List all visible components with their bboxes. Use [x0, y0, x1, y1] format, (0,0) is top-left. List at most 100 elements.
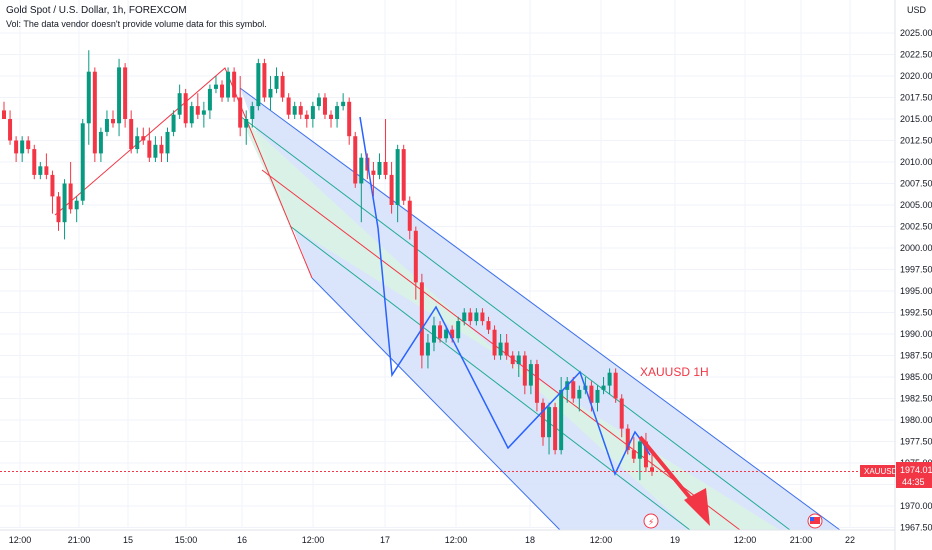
flag-icon[interactable]	[807, 513, 823, 529]
candle-body	[595, 389, 600, 403]
candle-body	[401, 149, 406, 201]
time-tick-label: 15	[123, 535, 133, 545]
candle-body	[213, 84, 218, 89]
time-axis[interactable]: 12:00 21:00 15 15:00 16 12:00 17 12:00 18 12:00 19…	[0, 529, 895, 545]
price-tick-label: 1997.50	[900, 265, 932, 275]
time-tick-label: 19	[670, 535, 680, 545]
time-tick-label: 21:00	[68, 535, 91, 545]
candle-body	[643, 441, 648, 468]
price-tick-label: 2017.50	[900, 93, 932, 103]
candle-body	[377, 162, 382, 175]
price-tick-label: 2025.00	[900, 28, 932, 38]
time-tick-label: 16	[237, 535, 247, 545]
candle-body	[444, 329, 449, 339]
candle-body	[516, 355, 521, 365]
candle-body	[329, 114, 334, 119]
candle-body	[2, 110, 6, 119]
candle-body	[462, 312, 467, 322]
candle-body	[419, 282, 424, 356]
candles	[2, 50, 654, 481]
candle-body	[135, 136, 140, 150]
candle-body	[98, 131, 103, 154]
time-tick-label: 18	[525, 535, 535, 545]
price-tag: XAUUSD 1974.01 44:35	[860, 462, 932, 488]
candle-body	[607, 372, 612, 386]
candle-body	[492, 329, 497, 356]
candle-body	[111, 119, 116, 124]
candle-body	[129, 119, 134, 150]
candle-body	[347, 101, 352, 137]
candle-body	[425, 342, 430, 356]
price-tick-label: 2007.50	[900, 179, 932, 189]
candle-body	[510, 355, 515, 365]
price-tick-label: 2022.50	[900, 50, 932, 60]
candle-body	[232, 71, 237, 98]
candle-body	[528, 364, 533, 386]
candle-body	[262, 63, 267, 98]
pitchfork-channel	[54, 67, 841, 531]
price-tick-label: 1995.00	[900, 286, 932, 296]
flash-icon[interactable]: ⚡	[643, 513, 659, 529]
candle-body	[220, 84, 225, 98]
candle-body	[147, 140, 152, 158]
candle-body	[631, 450, 636, 459]
price-tick-label: 2010.00	[900, 157, 932, 167]
price-tick-label: 1985.00	[900, 372, 932, 382]
candle-body	[310, 106, 315, 119]
price-tick-label: 2000.00	[900, 243, 932, 253]
candle-body	[280, 76, 285, 98]
candle-body	[335, 106, 340, 119]
candle-body	[20, 140, 25, 154]
candle-body	[650, 467, 654, 472]
candle-body	[619, 398, 624, 429]
candle-body	[395, 149, 400, 205]
price-tick-label: 1992.50	[900, 308, 932, 318]
currency-label: USD	[906, 5, 926, 15]
candle-body	[498, 342, 503, 356]
candle-body	[522, 355, 527, 386]
price-tick-label: 2002.50	[900, 222, 932, 232]
price-tag-price: 1974.01	[900, 465, 932, 475]
candle-body	[153, 144, 158, 158]
price-tick-label: 1987.50	[900, 351, 932, 361]
candle-body	[571, 381, 576, 399]
time-tick-label: 15:00	[175, 535, 198, 545]
channel-lower-line	[311, 277, 561, 531]
candle-body	[80, 123, 85, 201]
candle-body	[431, 325, 436, 343]
candle-body	[104, 119, 109, 132]
candle-body	[8, 119, 13, 141]
candle-body	[456, 321, 461, 339]
time-tick-label: 12:00	[445, 535, 468, 545]
candle-body	[183, 93, 188, 124]
candle-body	[38, 166, 43, 175]
channel-inner-lower-line	[289, 225, 691, 531]
candle-body	[117, 67, 122, 124]
price-tick-label: 1970.00	[900, 501, 932, 511]
candle-body	[50, 174, 55, 197]
candle-body	[486, 321, 491, 330]
pitchfork-handle	[54, 67, 313, 279]
price-tick-label: 1980.00	[900, 415, 932, 425]
time-tick-label: 12:00	[9, 535, 32, 545]
candle-body	[226, 71, 231, 98]
candle-body	[480, 312, 485, 322]
candle-body	[559, 389, 564, 451]
time-tick-label: 17	[380, 535, 390, 545]
candle-body	[474, 312, 479, 322]
price-tag-symbol: XAUUSD	[864, 467, 898, 476]
candle-body	[359, 157, 364, 184]
candle-body	[389, 174, 394, 205]
candle-body	[62, 183, 67, 223]
candle-body	[534, 364, 539, 403]
candle-body	[256, 63, 261, 107]
price-tick-label: 1990.00	[900, 329, 932, 339]
xauusd-1h-annotation: XAUUSD 1H	[640, 365, 709, 379]
candle-body	[201, 110, 206, 115]
candle-body	[32, 149, 37, 175]
candle-body	[26, 140, 31, 150]
price-tag-countdown: 44:35	[902, 477, 925, 487]
price-axis[interactable]: 2025.00 2022.50 2020.00 2017.50 2015.00 2012.…	[894, 0, 932, 550]
chart-title: Gold Spot / U.S. Dollar, 1h, FOREXCOM	[6, 5, 187, 16]
